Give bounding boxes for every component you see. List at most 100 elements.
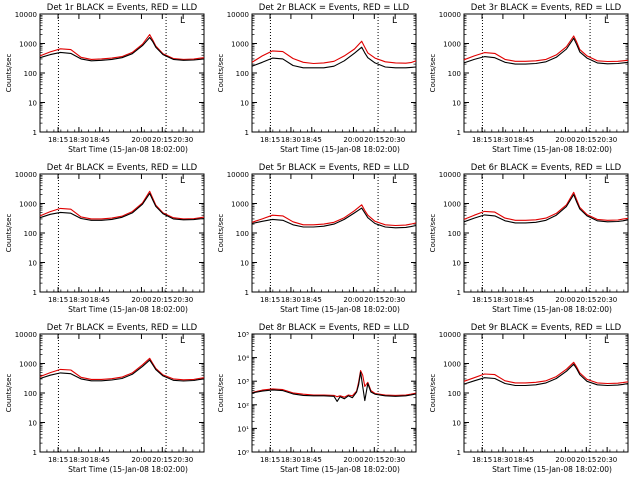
x-axis-label: Start Time (15-Jan-08 18:02:00) — [68, 305, 188, 314]
chart-title: Det 8r BLACK = Events, RED = LLD — [259, 323, 410, 333]
y-tick-label: 1000 — [443, 201, 461, 209]
y-axis-label: Counts/sec — [429, 214, 437, 253]
x-tick-label: 18:30 — [281, 296, 301, 304]
x-tick-label: 18:30 — [69, 296, 89, 304]
x-tick-label: 20:30 — [597, 296, 617, 304]
lld-series-line — [39, 190, 205, 220]
x-tick-label: 20:00 — [131, 136, 151, 144]
y-tick-label: 10¹ — [237, 425, 249, 433]
x-tick-label: 20:15 — [576, 136, 596, 144]
chart-title: Det 5r BLACK = Events, RED = LLD — [259, 163, 410, 173]
x-tick-label: 18:30 — [281, 456, 301, 464]
x-tick-label: 18:45 — [302, 296, 322, 304]
y-tick-label: 1 — [457, 289, 461, 297]
y-tick-label: 10000 — [15, 331, 37, 339]
y-tick-label: 10³ — [237, 378, 249, 386]
x-tick-label: 18:45 — [302, 456, 322, 464]
x-tick-label: 18:30 — [493, 136, 513, 144]
plot-frame — [251, 173, 417, 293]
x-tick-label: 20:00 — [343, 136, 363, 144]
x-tick-label: 18:15 — [260, 136, 280, 144]
x-tick-label: 20:30 — [173, 296, 193, 304]
x-tick-label: 18:15 — [48, 296, 68, 304]
plot-frame — [39, 173, 205, 293]
y-tick-label: 1 — [33, 449, 37, 457]
y-tick-label: 1000 — [443, 41, 461, 49]
corner-mark: L — [604, 176, 609, 186]
plot-frame — [251, 333, 417, 453]
events-series-line — [463, 37, 629, 65]
lld-series-line — [39, 34, 205, 60]
y-axis-label: Counts/sec — [5, 54, 13, 93]
chart-title: Det 4r BLACK = Events, RED = LLD — [47, 163, 198, 173]
x-tick-label: 20:30 — [385, 136, 405, 144]
x-axis-label: Start Time (15-Jan-08 18:02:00) — [492, 305, 612, 314]
x-tick-label: 20:15 — [576, 296, 596, 304]
lld-series-line — [463, 35, 629, 63]
y-tick-label: 10000 — [15, 11, 37, 19]
x-tick-label: 18:15 — [48, 136, 68, 144]
chart-panel: Det 3r BLACK = Events, RED = LLD L 1 10 100 1… — [429, 3, 629, 154]
lld-series-line — [463, 361, 629, 385]
y-tick-label: 10 — [452, 260, 461, 268]
y-tick-label: 1 — [245, 129, 249, 137]
x-axis-label: Start Time (15-Jan-08 18:02:00) — [492, 465, 612, 474]
y-axis-label: Counts/sec — [5, 214, 13, 253]
y-tick-label: 1000 — [443, 361, 461, 369]
x-axis-label: Start Time (15-Jan-08 18:02:00) — [68, 145, 188, 154]
x-tick-label: 18:15 — [48, 456, 68, 464]
x-tick-label: 18:45 — [90, 296, 110, 304]
corner-mark: L — [604, 336, 609, 346]
x-tick-label: 18:45 — [90, 456, 110, 464]
y-tick-label: 1000 — [231, 201, 249, 209]
x-axis-label: Start Time (15-Jan-08 18:02:00) — [280, 465, 400, 474]
events-series-line — [251, 207, 417, 229]
x-axis-label: Start Time (15-Jan-08 18:02:00) — [68, 465, 188, 474]
x-tick-label: 20:00 — [131, 296, 151, 304]
chart-title: Det 1r BLACK = Events, RED = LLD — [47, 3, 198, 13]
y-tick-label: 10⁰ — [237, 449, 249, 457]
chart-panel: Det 5r BLACK = Events, RED = LLD L 1 10 100 1… — [217, 163, 417, 314]
x-tick-label: 18:30 — [493, 456, 513, 464]
x-tick-label: 18:15 — [260, 456, 280, 464]
y-tick-label: 1 — [33, 129, 37, 137]
corner-mark: L — [180, 176, 185, 186]
plot-frame — [39, 333, 205, 453]
x-tick-label: 18:15 — [260, 296, 280, 304]
chart-title: Det 9r BLACK = Events, RED = LLD — [471, 323, 622, 333]
y-tick-label: 1000 — [19, 41, 37, 49]
x-tick-label: 20:15 — [576, 456, 596, 464]
x-tick-label: 20:30 — [597, 136, 617, 144]
x-tick-label: 18:15 — [472, 456, 492, 464]
chart-panel: Det 6r BLACK = Events, RED = LLD L 1 10 100 1… — [429, 163, 629, 314]
y-tick-label: 1 — [245, 289, 249, 297]
y-tick-label: 10⁴ — [237, 355, 249, 363]
chart-panel: Det 2r BLACK = Events, RED = LLD L 1 10 100 1… — [217, 3, 417, 154]
x-tick-label: 20:30 — [173, 136, 193, 144]
y-axis-label: Counts/sec — [217, 54, 225, 93]
x-tick-label: 18:30 — [69, 456, 89, 464]
lld-series-line — [251, 40, 417, 65]
plot-frame — [463, 333, 629, 453]
x-tick-label: 18:30 — [281, 136, 301, 144]
x-tick-label: 20:15 — [364, 296, 384, 304]
corner-mark: L — [392, 176, 397, 186]
corner-mark: L — [180, 336, 185, 346]
plot-frame — [251, 13, 417, 133]
x-tick-label: 20:00 — [343, 296, 363, 304]
corner-mark: L — [604, 16, 609, 26]
events-series-line — [251, 371, 417, 402]
lld-series-line — [251, 204, 417, 227]
chart-title: Det 7r BLACK = Events, RED = LLD — [47, 323, 198, 333]
chart-panel: Det 7r BLACK = Events, RED = LLD L 1 10 100 1… — [5, 323, 205, 474]
x-tick-label: 18:45 — [514, 296, 534, 304]
chart-title: Det 3r BLACK = Events, RED = LLD — [471, 3, 622, 13]
chart-panel: Det 9r BLACK = Events, RED = LLD L 1 10 100 1… — [429, 323, 629, 474]
y-tick-label: 10⁵ — [237, 331, 249, 339]
y-tick-label: 10 — [452, 100, 461, 108]
x-tick-label: 18:45 — [514, 456, 534, 464]
chart-panel: Det 4r BLACK = Events, RED = LLD L 1 10 100 1… — [5, 163, 205, 314]
x-tick-label: 20:15 — [364, 136, 384, 144]
chart-title: Det 2r BLACK = Events, RED = LLD — [259, 3, 410, 13]
